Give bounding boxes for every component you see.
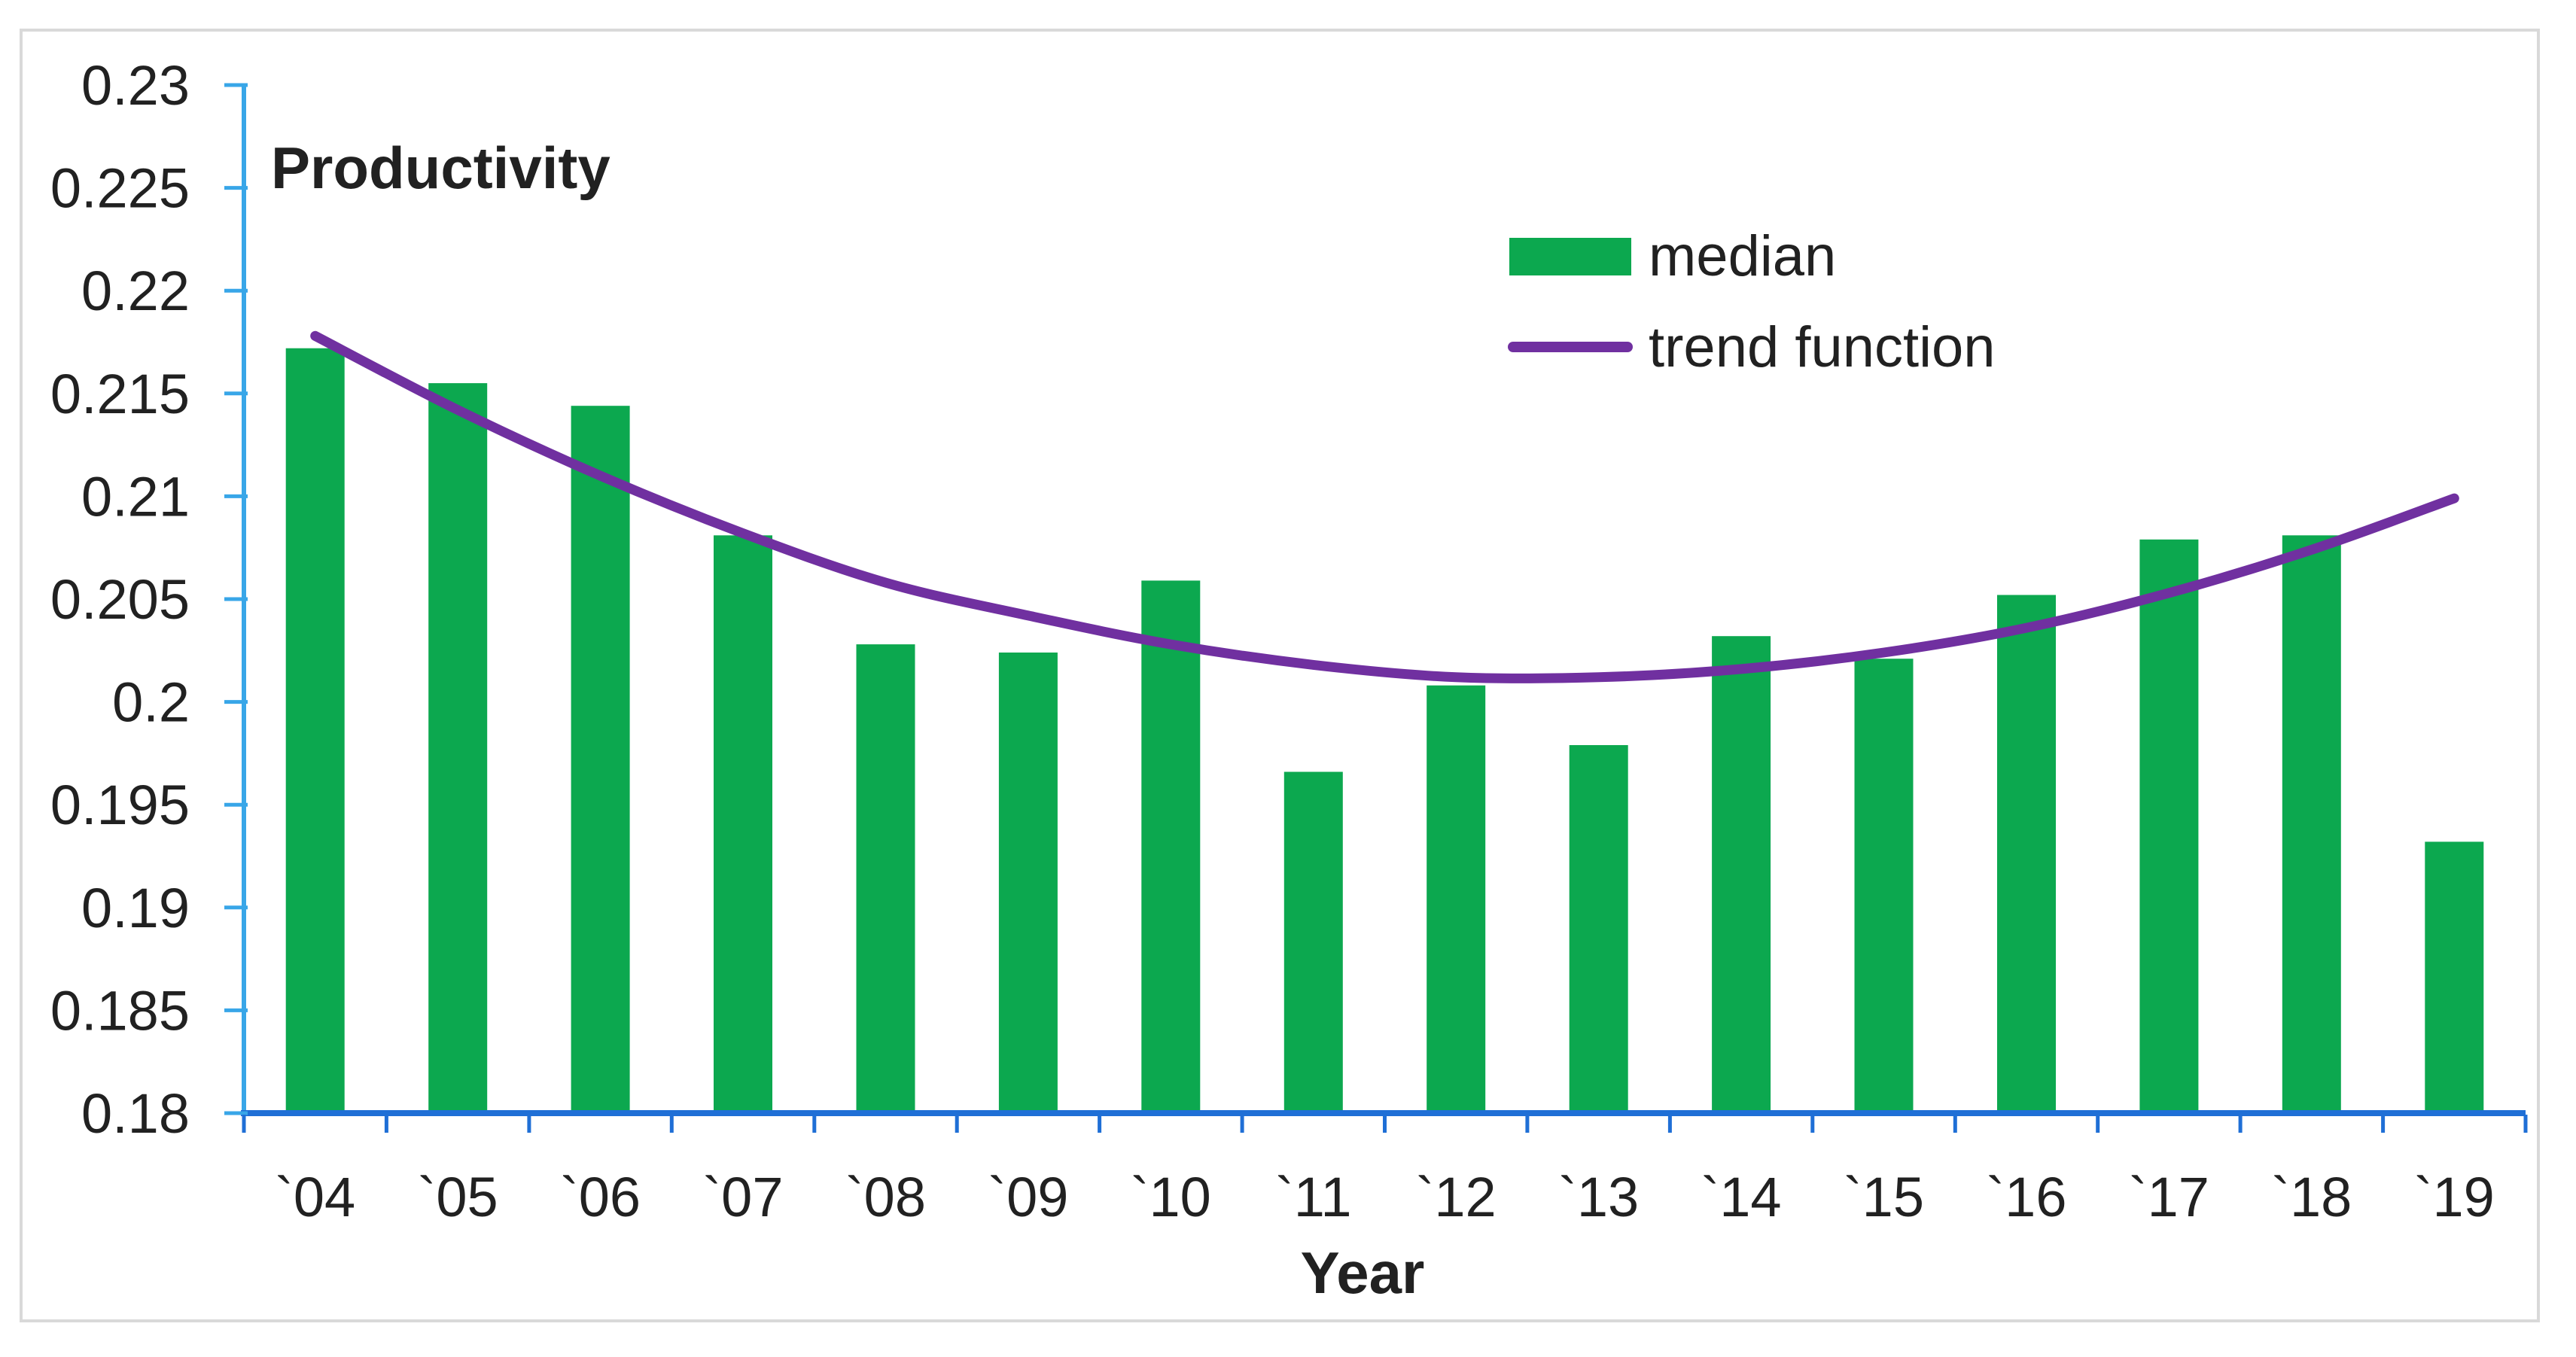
y-tick-label: 0.215 bbox=[50, 363, 190, 425]
bar-12 bbox=[1427, 685, 1486, 1113]
legend-label-median: median bbox=[1649, 224, 1836, 288]
x-tick-label: `12 bbox=[1416, 1166, 1497, 1228]
bar-05 bbox=[428, 383, 488, 1114]
y-tick-label: 0.22 bbox=[81, 260, 190, 322]
bar-18 bbox=[2282, 535, 2341, 1113]
bar-19 bbox=[2425, 841, 2484, 1113]
x-tick-label: `17 bbox=[2129, 1166, 2209, 1228]
y-tick-label: 0.2 bbox=[112, 671, 190, 734]
legend-label-trend-function: trend function bbox=[1649, 315, 1996, 379]
y-tick-label: 0.195 bbox=[50, 774, 190, 836]
bar-04 bbox=[285, 348, 345, 1113]
bar-10 bbox=[1141, 580, 1201, 1113]
x-tick-label: `18 bbox=[2271, 1166, 2352, 1228]
legend-swatch-median bbox=[1509, 238, 1631, 275]
trend-line-series bbox=[310, 330, 2459, 684]
x-tick-label: `05 bbox=[418, 1166, 498, 1228]
x-tick-label: `14 bbox=[1701, 1166, 1782, 1228]
x-tick-label: `11 bbox=[1275, 1166, 1351, 1228]
bar-15 bbox=[1854, 659, 1914, 1113]
y-tick-label: 0.205 bbox=[50, 568, 190, 631]
x-ticks bbox=[242, 1115, 2528, 1133]
y-ticks bbox=[224, 83, 248, 1115]
x-tick-labels: `04 `05 `06 `07 `08 `09 `10 `11 `12 `13 `14 `15 `16 `… bbox=[275, 1166, 2495, 1228]
trend-line bbox=[310, 330, 2459, 684]
bar-07 bbox=[714, 535, 772, 1113]
x-tick-label: `08 bbox=[845, 1166, 926, 1228]
bar-11 bbox=[1283, 771, 1343, 1113]
y-tick-label: 0.225 bbox=[50, 157, 190, 220]
x-tick-label: `16 bbox=[1987, 1166, 2067, 1228]
x-tick-label: `15 bbox=[1844, 1166, 1924, 1228]
y-tick-label: 0.18 bbox=[81, 1082, 190, 1145]
x-tick-label: `19 bbox=[2414, 1166, 2495, 1228]
bar-series bbox=[285, 348, 2484, 1114]
x-tick-label: `10 bbox=[1131, 1166, 1211, 1228]
y-tick-label: 0.21 bbox=[81, 465, 190, 528]
bar-09 bbox=[998, 653, 1058, 1113]
bar-13 bbox=[1569, 745, 1628, 1113]
y-tick-label: 0.23 bbox=[81, 54, 190, 117]
bar-14 bbox=[1712, 636, 1771, 1113]
y-tick-labels: 0.23 0.225 0.22 0.215 0.21 0.205 0.2 0.195 0.19 0… bbox=[50, 54, 190, 1145]
bar-08 bbox=[856, 644, 915, 1113]
x-tick-label: `07 bbox=[703, 1166, 784, 1228]
x-tick-label: `06 bbox=[560, 1166, 641, 1228]
x-tick-label: `13 bbox=[1558, 1166, 1639, 1228]
y-tick-label: 0.185 bbox=[50, 979, 190, 1042]
legend: median trend function bbox=[1508, 224, 1996, 379]
y-tick-label: 0.19 bbox=[81, 877, 190, 939]
bar-16 bbox=[1997, 595, 2056, 1113]
y-axis-title: Productivity bbox=[271, 135, 611, 201]
x-tick-label: `04 bbox=[275, 1166, 355, 1228]
x-tick-label: `09 bbox=[988, 1166, 1068, 1228]
bar-06 bbox=[571, 406, 630, 1113]
x-axis-title: Year bbox=[1301, 1240, 1425, 1306]
bar-17 bbox=[2139, 539, 2199, 1113]
